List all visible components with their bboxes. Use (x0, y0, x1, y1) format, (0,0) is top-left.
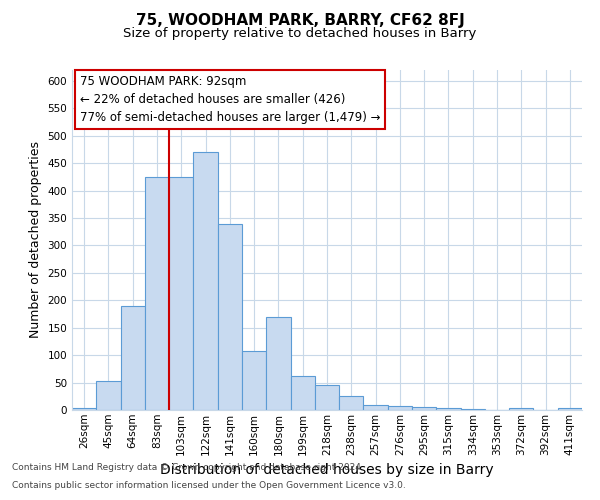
Bar (388, 406, 412, 410)
X-axis label: Distribution of detached houses by size in Barry: Distribution of detached houses by size … (160, 463, 494, 477)
Bar (364, 404, 388, 410)
Bar (145, 177, 169, 410)
Text: Contains public sector information licensed under the Open Government Licence v3: Contains public sector information licen… (12, 481, 406, 490)
Bar (558, 408, 582, 410)
Bar (339, 396, 364, 410)
Bar (315, 385, 339, 410)
Bar (72, 408, 96, 410)
Bar (266, 317, 290, 410)
Text: Size of property relative to detached houses in Barry: Size of property relative to detached ho… (124, 28, 476, 40)
Bar (290, 376, 315, 410)
Text: Contains HM Land Registry data © Crown copyright and database right 2024.: Contains HM Land Registry data © Crown c… (12, 464, 364, 472)
Text: 75, WOODHAM PARK, BARRY, CF62 8FJ: 75, WOODHAM PARK, BARRY, CF62 8FJ (136, 12, 464, 28)
Bar (121, 306, 145, 410)
Bar (412, 408, 436, 410)
Bar (169, 177, 193, 410)
Bar (193, 152, 218, 410)
Bar (509, 408, 533, 410)
Bar (436, 408, 461, 410)
Bar (242, 352, 266, 410)
Text: 75 WOODHAM PARK: 92sqm
← 22% of detached houses are smaller (426)
77% of semi-de: 75 WOODHAM PARK: 92sqm ← 22% of detached… (80, 75, 380, 124)
Bar (96, 381, 121, 410)
Bar (218, 224, 242, 410)
Y-axis label: Number of detached properties: Number of detached properties (29, 142, 42, 338)
